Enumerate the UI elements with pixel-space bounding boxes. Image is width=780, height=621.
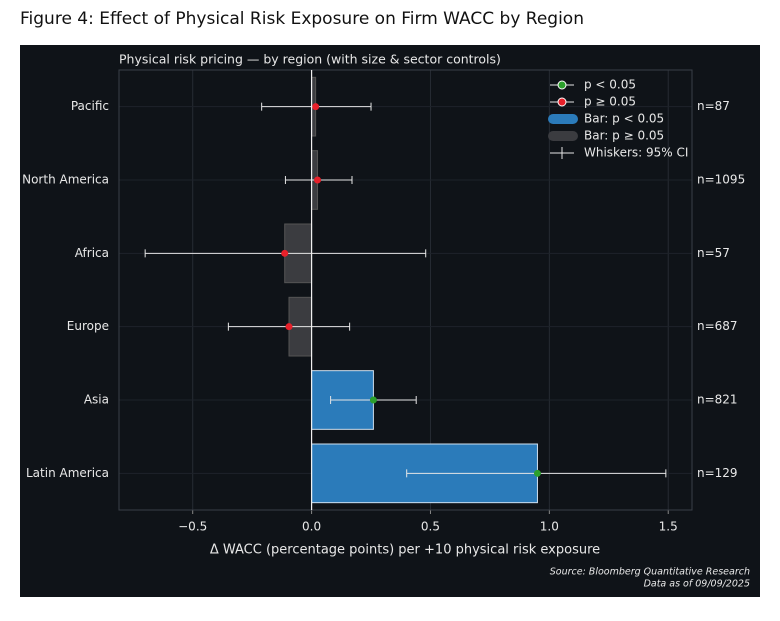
legend-marker [557,97,567,107]
legend-label: Bar: p < 0.05 [584,112,664,126]
n-label: n=1095 [697,173,745,187]
legend-swatch [548,131,578,141]
legend-label: Bar: p ≥ 0.05 [584,129,664,143]
x-tick-label: 1.0 [540,520,559,534]
panel [20,45,760,597]
x-tick-label: −0.5 [178,520,207,534]
point [533,469,541,477]
y-tick-label: Africa [75,246,109,260]
y-tick-label: Pacific [71,99,109,113]
y-tick-label: Europe [67,319,109,333]
legend-label: p ≥ 0.05 [584,95,636,109]
point [312,103,320,111]
point [369,396,377,404]
figure-title: Figure 4: Effect of Physical Risk Exposu… [20,9,584,29]
point [314,176,322,184]
legend-label: Whiskers: 95% CI [584,146,688,160]
y-tick-label: Latin America [26,466,109,480]
n-label: n=129 [697,466,738,480]
x-tick-label: 1.5 [659,520,678,534]
legend-label: p < 0.05 [584,78,636,92]
legend-swatch [548,114,578,124]
y-tick-label: Asia [84,393,109,407]
y-tick-label: North America [22,173,109,187]
source-date: Data as of 09/09/2025 [644,579,750,590]
point [285,323,293,331]
n-label: n=87 [697,99,730,113]
n-label: n=821 [697,393,738,407]
point [281,249,289,257]
source: Source: Bloomberg Quantitative Research [550,567,750,578]
n-label: n=687 [697,319,738,333]
x-axis-label: Δ WACC (percentage points) per +10 physi… [210,543,600,558]
x-tick-label: 0.0 [302,520,321,534]
n-label: n=57 [697,246,730,260]
plot-frame [118,69,693,511]
legend-marker [557,80,567,90]
chart-title: Physical risk pricing — by region (with … [119,52,501,67]
x-tick-label: 0.5 [421,520,440,534]
